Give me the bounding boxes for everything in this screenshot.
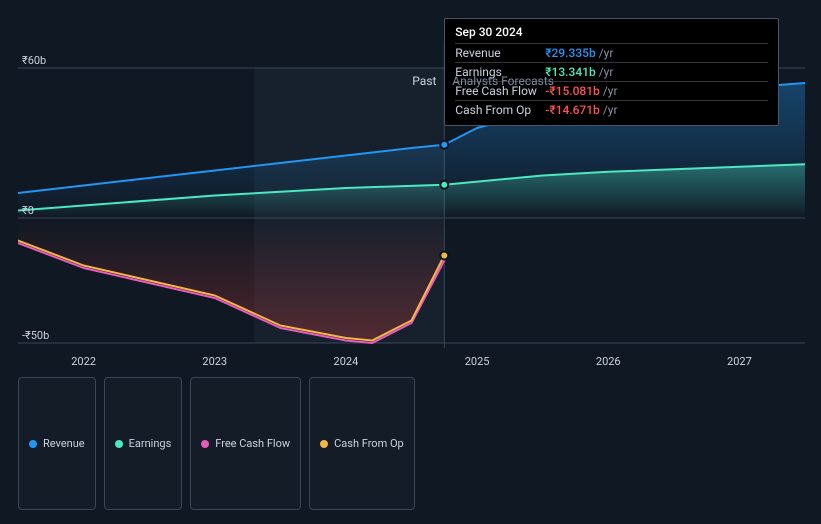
y-tick-label: ₹0	[22, 204, 34, 217]
legend-item-fcf[interactable]: Free Cash Flow	[190, 377, 301, 510]
tooltip-unit: /yr	[599, 46, 614, 60]
forecast-label: Analysts Forecasts	[452, 74, 554, 88]
y-tick-label: ₹60b	[22, 54, 46, 67]
chart-tooltip: Sep 30 2024 Revenue₹29.335b/yrEarnings₹1…	[444, 18, 779, 126]
x-tick-label: 2023	[202, 355, 227, 368]
chart-legend: Revenue Earnings Free Cash Flow Cash From O…	[18, 377, 415, 510]
legend-label: Revenue	[43, 437, 85, 450]
tooltip-row: Revenue₹29.335b/yr	[455, 43, 768, 62]
tooltip-row: Cash From Op-₹14.671b/yr	[455, 100, 768, 119]
legend-label: Free Cash Flow	[215, 437, 290, 450]
x-tick-label: 2027	[727, 355, 752, 368]
tooltip-value: -₹14.671b	[545, 103, 600, 117]
y-tick-label: -₹50b	[22, 329, 49, 342]
legend-dot-icon	[29, 440, 37, 448]
tooltip-date: Sep 30 2024	[455, 25, 768, 39]
legend-label: Earnings	[129, 437, 172, 450]
tooltip-key: Revenue	[455, 46, 545, 60]
x-tick-label: 2025	[465, 355, 490, 368]
legend-item-earnings[interactable]: Earnings	[104, 377, 183, 510]
x-tick-label: 2024	[334, 355, 359, 368]
tooltip-value: ₹29.335b	[545, 46, 595, 60]
tooltip-unit: /yr	[603, 84, 618, 98]
financial-forecast-chart: Sep 30 2024 Revenue₹29.335b/yrEarnings₹1…	[18, 18, 805, 506]
legend-dot-icon	[115, 440, 123, 448]
x-tick-label: 2022	[71, 355, 96, 368]
legend-dot-icon	[201, 440, 209, 448]
legend-label: Cash From Op	[334, 437, 404, 450]
tooltip-unit: /yr	[603, 103, 618, 117]
legend-item-revenue[interactable]: Revenue	[18, 377, 96, 510]
tooltip-key: Cash From Op	[455, 103, 545, 117]
past-label: Past	[412, 74, 436, 88]
x-tick-label: 2026	[596, 355, 621, 368]
tooltip-unit: /yr	[599, 65, 614, 79]
legend-item-cfo[interactable]: Cash From Op	[309, 377, 415, 510]
legend-dot-icon	[320, 440, 328, 448]
